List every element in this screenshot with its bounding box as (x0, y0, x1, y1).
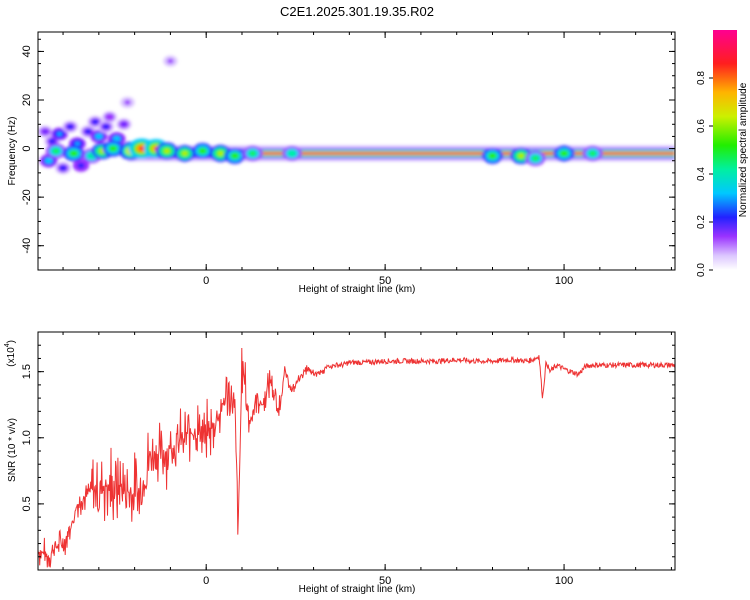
blob-1-3 (50, 139, 55, 143)
spec-ytick-label-2: 0 (21, 146, 33, 152)
spec-xtick-label-0: 0 (203, 275, 209, 287)
snr-ytick-label-2: 1.5 (21, 364, 33, 379)
spectrogram-frame (37, 31, 676, 271)
snr-ytick-label-0: 0.5 (21, 496, 33, 511)
blob-5-3 (68, 125, 73, 129)
blob-30-3 (250, 151, 256, 156)
spec-xtick-label-1: 50 (379, 275, 391, 287)
blob-22-3 (138, 146, 146, 152)
snr-scale-label: (x104) (4, 340, 17, 367)
blob-10-3 (96, 134, 102, 139)
blob-27-3 (200, 149, 206, 153)
spectrogram-panel: 0 50 100 40 20 0 -20 -40 Height of straight lin… (7, 31, 676, 295)
blob-16-3 (53, 149, 59, 153)
spec-ytick-label-3: -20 (21, 189, 33, 205)
snr-scale-close: ) (6, 340, 17, 343)
colorbar: 0.0 0.2 0.4 0.6 0.8 Normalized spectral ampl… (696, 30, 749, 277)
cb-tick-label-0: 0.0 (696, 263, 707, 277)
snr-scale-group: (x104) (4, 340, 17, 367)
snr-scale-exponent: 4 (4, 343, 11, 347)
snr-xtick-label-2: 100 (555, 575, 573, 587)
blob-24-3 (164, 148, 170, 154)
blob-31-3 (289, 151, 295, 156)
spec-ytick-label-0: 40 (21, 45, 33, 57)
spec-xtick-label-2: 100 (555, 275, 573, 287)
snr-xlabel: Height of straight line (km) (299, 584, 416, 595)
spectrogram-ticks: 0 50 100 40 20 0 -20 -40 (21, 32, 675, 287)
blob-12-3 (107, 115, 112, 119)
blob-3-3 (46, 159, 51, 163)
blob-13-3 (114, 137, 119, 141)
cb-tick-label-2: 0.4 (696, 167, 707, 181)
snr-ytick-label-1: 1.0 (21, 430, 33, 445)
blob-32-3 (489, 153, 496, 158)
blob-25-3 (168, 59, 173, 63)
blob-20-3 (110, 146, 116, 151)
blob-34-3 (532, 156, 538, 161)
blob-6-3 (75, 142, 80, 146)
spectrogram-marks (38, 55, 675, 175)
colorbar-ticks: 0.0 0.2 0.4 0.6 0.8 (696, 71, 713, 277)
cb-tick-label-1: 0.2 (696, 215, 707, 229)
carrier-band-7 (127, 152, 675, 155)
blob-7-3 (78, 163, 83, 168)
spec-ytick-label-1: 20 (21, 94, 33, 106)
cb-tick-label-3: 0.6 (696, 119, 707, 133)
blob-29-3 (232, 153, 238, 158)
blob-36-3 (590, 151, 596, 156)
blob-33-3 (518, 153, 524, 158)
blob-2-3 (57, 132, 62, 136)
snr-frame (37, 331, 676, 571)
blob-0-3 (43, 130, 48, 134)
snr-series-line (38, 347, 675, 568)
spectrogram-ylabel: Frequency (Hz) (7, 117, 18, 186)
blob-11-3 (103, 125, 109, 129)
blob-17-3 (71, 151, 77, 156)
spectrogram-xlabel: Height of straight line (km) (299, 284, 416, 295)
blob-9-3 (93, 120, 98, 124)
blob-14-3 (121, 122, 126, 126)
colorbar-label: Normalized spectral amplitude (738, 82, 749, 217)
snr-ylabel: SNR (10 * v/v) (7, 418, 18, 482)
blob-15-3 (125, 101, 130, 104)
snr-scale-base: (x10 (6, 347, 17, 367)
blob-35-3 (561, 151, 567, 156)
blob-26-3 (182, 151, 188, 156)
blob-8-3 (86, 130, 91, 134)
snr-xtick-label-0: 0 (203, 575, 209, 587)
spec-ytick-label-4: -40 (21, 238, 33, 254)
blob-28-3 (217, 151, 224, 156)
snr-panel: 0 50 100 0.5 1.0 1.5 Height of straight line … (4, 331, 676, 595)
cb-tick-label-4: 0.8 (696, 71, 707, 85)
blob-18-3 (89, 154, 95, 158)
blob-4-3 (61, 166, 66, 170)
snr-xtick-label-1: 50 (379, 575, 391, 587)
colorbar-gradient (713, 30, 737, 270)
figure-title: C2E1.2025.301.19.35.R02 (280, 4, 434, 19)
snr-ticks: 0 50 100 0.5 1.0 1.5 (21, 332, 675, 587)
